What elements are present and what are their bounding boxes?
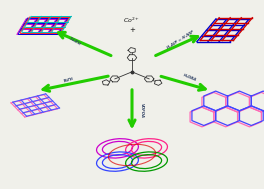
Text: Co$^{2+}$: Co$^{2+}$ <box>124 16 140 26</box>
Text: H₂PA: H₂PA <box>62 74 73 81</box>
Text: +: + <box>129 27 135 33</box>
Text: VOFOA: VOFOA <box>139 103 143 118</box>
Text: H₂AIP = H₂NIP: H₂AIP = H₂NIP <box>167 30 195 50</box>
Text: H₂OBA: H₂OBA <box>183 73 197 82</box>
Text: H₂BTC: H₂BTC <box>68 33 82 44</box>
